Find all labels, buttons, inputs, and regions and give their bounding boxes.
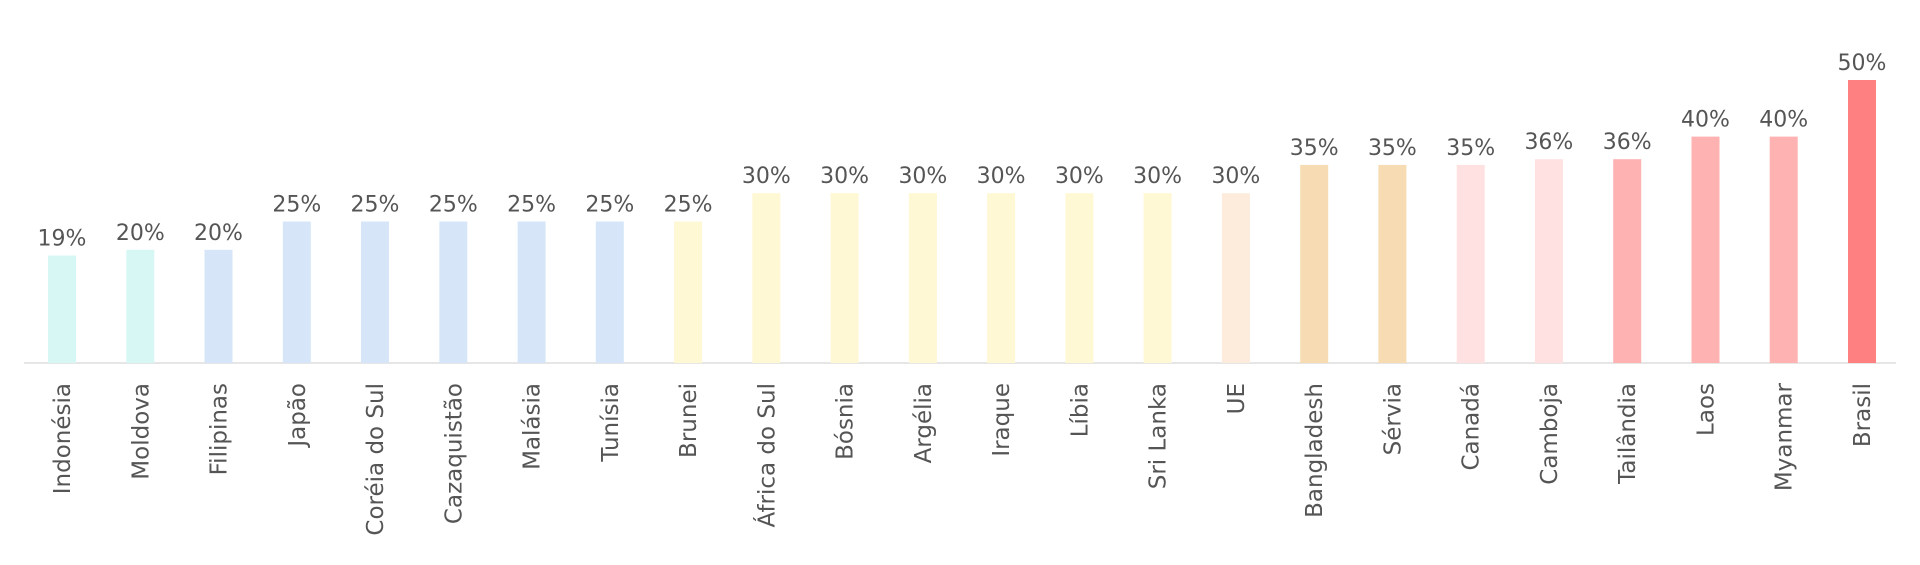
value-label-bangladesh: 35% [1290, 136, 1339, 161]
value-label-tailandia: 36% [1603, 130, 1652, 155]
bar-japao [282, 221, 311, 363]
value-label-argelia: 30% [898, 164, 947, 189]
bar-argelia [908, 193, 937, 363]
value-label-ue: 30% [1211, 164, 1260, 189]
value-label-brunei: 25% [664, 193, 713, 218]
bar-myanmar [1769, 136, 1798, 363]
category-label-laos: Laos [1694, 383, 1720, 436]
bar-canada [1456, 164, 1485, 363]
bar-malasia [517, 221, 546, 363]
value-label-servia: 35% [1368, 136, 1417, 161]
category-label-canada: Canadá [1459, 383, 1485, 471]
category-label-libia: Líbia [1067, 383, 1093, 437]
bar-camboja [1534, 159, 1563, 363]
category-label-argelia: Argélia [911, 383, 937, 463]
category-label-servia: Sérvia [1380, 383, 1406, 455]
category-label-brunei: Brunei [676, 383, 702, 458]
bar-indonesia [48, 255, 76, 363]
bar-sri-lanka [1143, 193, 1172, 363]
value-label-libia: 30% [1055, 164, 1104, 189]
category-label-sri-lanka: Sri Lanka [1146, 383, 1172, 489]
bar-brunei [674, 221, 703, 363]
bar-coreia-do-sul [361, 221, 389, 363]
bar-libia [1065, 193, 1094, 363]
category-label-iraque: Iraque [989, 383, 1015, 457]
bar-cazaquistao [439, 221, 468, 363]
category-label-camboja: Camboja [1537, 383, 1563, 485]
value-label-moldova: 20% [116, 221, 165, 246]
category-label-bosnia: Bósnia [833, 383, 859, 460]
bar-iraque [987, 193, 1016, 363]
category-label-ue: UE [1224, 383, 1250, 414]
bar-servia [1378, 164, 1407, 363]
bar-laos [1691, 136, 1720, 363]
category-label-moldova: Moldova [128, 383, 154, 480]
value-label-tunisia: 25% [585, 193, 634, 218]
bar-brasil [1848, 80, 1876, 363]
value-label-myanmar: 40% [1759, 108, 1808, 133]
value-label-indonesia: 19% [38, 227, 87, 252]
value-label-japao: 25% [272, 193, 321, 218]
bar-tailandia [1613, 159, 1642, 363]
value-label-filipinas: 20% [194, 221, 243, 246]
bar-bangladesh [1300, 164, 1329, 363]
category-label-cazaquistao: Cazaquistão [441, 383, 467, 524]
bar-ue [1221, 193, 1250, 363]
category-label-brasil: Brasil [1850, 383, 1876, 447]
category-label-coreia-do-sul: Coréia do Sul [363, 383, 389, 536]
bar-moldova [126, 249, 155, 363]
value-label-coreia-do-sul: 25% [351, 193, 400, 218]
bar-africa-do-sul [752, 193, 781, 363]
value-label-malasia: 25% [507, 193, 556, 218]
category-label-tailandia: Tailândia [1615, 383, 1641, 485]
category-label-bangladesh: Bangladesh [1302, 383, 1328, 518]
category-label-indonesia: Indonésia [50, 383, 76, 494]
category-label-myanmar: Myanmar [1772, 382, 1798, 491]
value-label-bosnia: 30% [820, 164, 869, 189]
category-label-africa-do-sul: África do Sul [752, 383, 780, 527]
category-label-tunisia: Tunísia [598, 383, 624, 463]
value-label-laos: 40% [1681, 108, 1730, 133]
value-label-camboja: 36% [1524, 130, 1573, 155]
value-label-sri-lanka: 30% [1133, 164, 1182, 189]
value-label-iraque: 30% [977, 164, 1026, 189]
value-label-brasil: 50% [1838, 51, 1887, 76]
value-label-africa-do-sul: 30% [742, 164, 791, 189]
bar-filipinas [204, 249, 233, 363]
category-label-filipinas: Filipinas [207, 383, 233, 475]
category-label-malasia: Malásia [520, 383, 546, 470]
bar-tunisia [595, 221, 624, 363]
value-label-canada: 35% [1446, 136, 1495, 161]
value-label-cazaquistao: 25% [429, 193, 478, 218]
category-label-japao: Japão [285, 383, 311, 449]
bar-bosnia [830, 193, 859, 363]
